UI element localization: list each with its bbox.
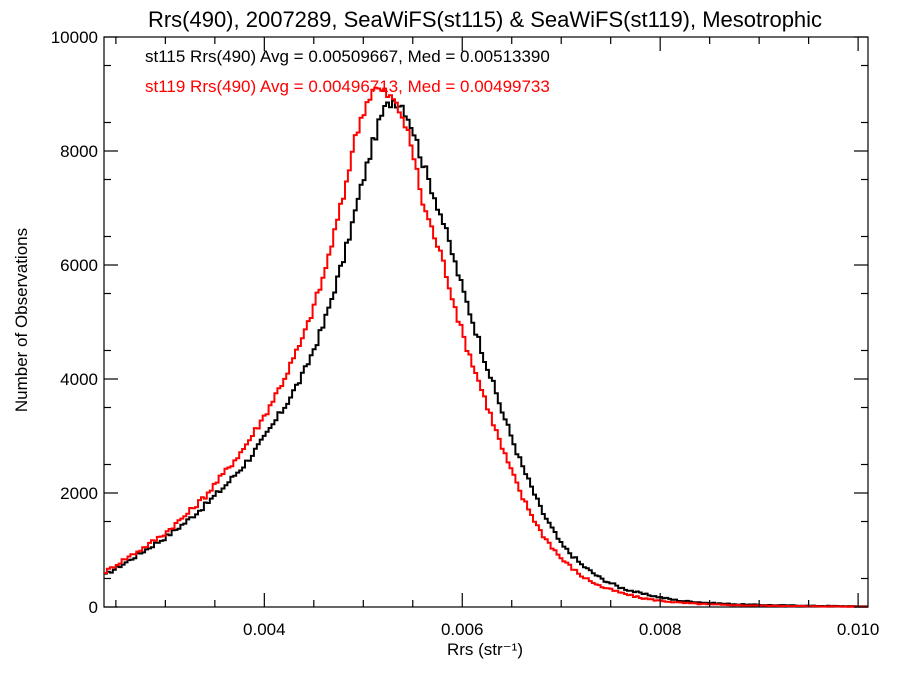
series-layer: [104, 86, 868, 608]
series-line-st119: [104, 86, 868, 608]
y-tick-label: 0: [89, 598, 98, 617]
plot-area: 0.004 0.006 0.008 0.010 0 2000 4000 6000 8000 100…: [51, 28, 880, 639]
y-tick-label: 4000: [60, 370, 98, 389]
x-axis-label: Rrs (str⁻¹): [447, 640, 523, 659]
x-tick-label: 0.008: [639, 620, 682, 639]
x-tick-label: 0.010: [837, 620, 880, 639]
plot-frame: [103, 36, 869, 608]
axis-ticks: 0.004 0.006 0.008 0.010 0 2000 4000 6000 8000 100…: [51, 28, 880, 639]
legend-st115: st115 Rrs(490) Avg = 0.00509667, Med = 0…: [145, 47, 550, 66]
y-tick-label: 2000: [60, 484, 98, 503]
y-tick-label: 6000: [60, 256, 98, 275]
y-tick-label: 8000: [60, 142, 98, 161]
series-line-st115: [104, 99, 868, 608]
legend-st119: st119 Rrs(490) Avg = 0.00496713, Med = 0…: [145, 77, 550, 96]
chart-title: Rrs(490), 2007289, SeaWiFS(st115) & SeaW…: [148, 7, 822, 32]
x-tick-label: 0.006: [441, 620, 484, 639]
x-tick-label: 0.004: [243, 620, 286, 639]
y-tick-label: 10000: [51, 28, 98, 47]
y-axis-label: Number of Observations: [12, 228, 31, 412]
